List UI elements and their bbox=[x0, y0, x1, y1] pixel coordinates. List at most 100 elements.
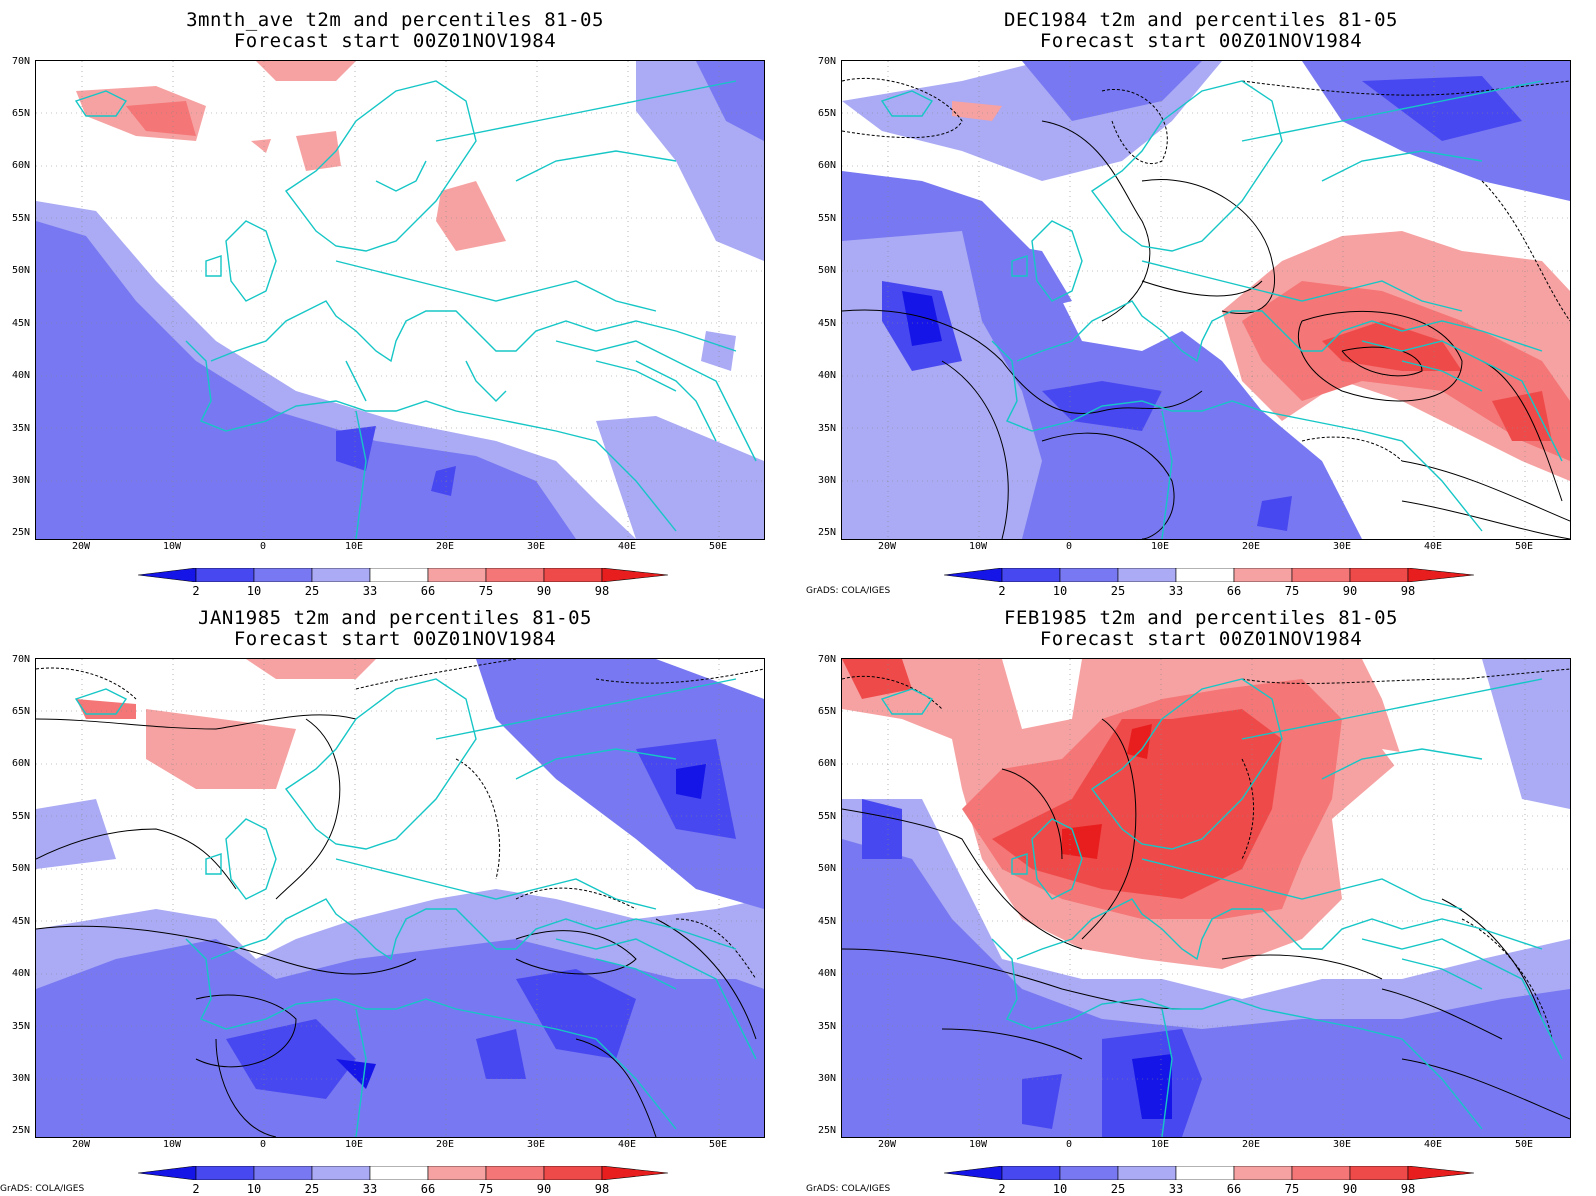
colorbar-label: 90 bbox=[1342, 584, 1358, 598]
lat-label: 25N bbox=[11, 1125, 30, 1136]
panel-subtitle: Forecast start 00Z01NOV1984 bbox=[1039, 628, 1363, 650]
colorbar-label: 2 bbox=[192, 1182, 200, 1196]
lat-label: 40N bbox=[11, 370, 30, 381]
lat-label: 60N bbox=[11, 758, 30, 769]
colorbar-label: 66 bbox=[420, 584, 436, 598]
lon-label: 10E bbox=[1150, 541, 1170, 552]
lat-label: 70N bbox=[817, 654, 836, 665]
panel-jan1985: JAN1985 t2m and percentiles 81-05 Foreca… bbox=[0, 598, 790, 1196]
lon-label: 50E bbox=[708, 1139, 728, 1150]
lon-label: 20W bbox=[71, 541, 91, 552]
lon-label: 10W bbox=[162, 541, 182, 552]
lat-label: 25N bbox=[817, 1125, 836, 1136]
lon-label: 20E bbox=[435, 541, 455, 552]
lon-label: 40E bbox=[1423, 541, 1443, 552]
lon-label: 20W bbox=[71, 1139, 91, 1150]
colorbar-label: 98 bbox=[1400, 1182, 1416, 1196]
lon-label: 30E bbox=[1332, 541, 1352, 552]
lat-label: 55N bbox=[11, 213, 30, 224]
lon-label: 0 bbox=[1065, 1139, 1073, 1150]
lat-label: 60N bbox=[817, 758, 836, 769]
colorbar-label: 66 bbox=[420, 1182, 436, 1196]
colorbar-label: 25 bbox=[304, 1182, 320, 1196]
map-area bbox=[841, 60, 1571, 540]
lon-label: 10E bbox=[344, 541, 364, 552]
colorbar-label: 75 bbox=[1284, 1182, 1300, 1196]
colorbar-label: 2 bbox=[998, 1182, 1006, 1196]
colorbar bbox=[138, 568, 668, 582]
lat-label: 25N bbox=[11, 527, 30, 538]
lat-label: 65N bbox=[11, 108, 30, 119]
lon-label: 30E bbox=[1332, 1139, 1352, 1150]
colorbar-label: 25 bbox=[304, 584, 320, 598]
lat-label: 70N bbox=[817, 56, 836, 67]
lon-label: 20E bbox=[1241, 541, 1261, 552]
lon-label: 10W bbox=[162, 1139, 182, 1150]
lon-label: 10E bbox=[1150, 1139, 1170, 1150]
colorbar-label: 66 bbox=[1226, 584, 1242, 598]
lat-label: 30N bbox=[11, 475, 30, 486]
panel-title: 3mnth_ave t2m and percentiles 81-05 bbox=[186, 9, 604, 31]
lat-label: 40N bbox=[817, 968, 836, 979]
panel-3mnth-ave: 3mnth_ave t2m and percentiles 81-05 Fore… bbox=[0, 0, 790, 598]
colorbar-label: 2 bbox=[998, 584, 1006, 598]
colorbar-label: 75 bbox=[1284, 584, 1300, 598]
colorbar-label: 98 bbox=[594, 584, 610, 598]
lat-label: 50N bbox=[11, 265, 30, 276]
lat-label: 65N bbox=[11, 706, 30, 717]
lon-label: 40E bbox=[617, 1139, 637, 1150]
colorbar-label: 2 bbox=[192, 584, 200, 598]
panel-title: JAN1985 t2m and percentiles 81-05 bbox=[198, 607, 592, 629]
colorbar-label: 33 bbox=[1168, 584, 1184, 598]
lat-label: 30N bbox=[817, 475, 836, 486]
lon-label: 50E bbox=[708, 541, 728, 552]
lat-label: 45N bbox=[11, 318, 30, 329]
lat-label: 70N bbox=[11, 654, 30, 665]
lat-label: 70N bbox=[11, 56, 30, 67]
colorbar-label: 10 bbox=[1052, 1182, 1068, 1196]
panel-title: FEB1985 t2m and percentiles 81-05 bbox=[1004, 607, 1398, 629]
panel-subtitle: Forecast start 00Z01NOV1984 bbox=[233, 628, 557, 650]
lon-label: 0 bbox=[259, 1139, 267, 1150]
lat-label: 45N bbox=[817, 916, 836, 927]
grads-credit: GrADS: COLA/IGES bbox=[0, 1184, 85, 1194]
lon-label: 0 bbox=[259, 541, 267, 552]
colorbar-label: 66 bbox=[1226, 1182, 1242, 1196]
lon-label: 10E bbox=[344, 1139, 364, 1150]
map-area bbox=[841, 658, 1571, 1138]
lat-label: 50N bbox=[817, 265, 836, 276]
lat-label: 55N bbox=[11, 811, 30, 822]
colorbar-label: 25 bbox=[1110, 584, 1126, 598]
map-area bbox=[35, 658, 765, 1138]
lon-label: 20E bbox=[1241, 1139, 1261, 1150]
colorbar-label: 75 bbox=[478, 1182, 494, 1196]
lat-label: 65N bbox=[817, 706, 836, 717]
lat-label: 35N bbox=[11, 423, 30, 434]
lat-label: 35N bbox=[817, 423, 836, 434]
panel-subtitle: Forecast start 00Z01NOV1984 bbox=[1039, 30, 1363, 52]
lat-label: 45N bbox=[11, 916, 30, 927]
lat-label: 45N bbox=[817, 318, 836, 329]
colorbar-label: 90 bbox=[536, 584, 552, 598]
lon-label: 30E bbox=[526, 541, 546, 552]
colorbar-label: 33 bbox=[362, 584, 378, 598]
colorbar bbox=[944, 1166, 1474, 1180]
lat-label: 50N bbox=[11, 863, 30, 874]
colorbar-label: 25 bbox=[1110, 1182, 1126, 1196]
colorbar bbox=[138, 1166, 668, 1180]
colorbar-label: 33 bbox=[1168, 1182, 1184, 1196]
lon-label: 20E bbox=[435, 1139, 455, 1150]
colorbar-label: 10 bbox=[1052, 584, 1068, 598]
lat-label: 60N bbox=[817, 160, 836, 171]
lat-label: 35N bbox=[11, 1021, 30, 1032]
lat-label: 30N bbox=[817, 1073, 836, 1084]
lat-label: 40N bbox=[817, 370, 836, 381]
lon-label: 20W bbox=[877, 1139, 897, 1150]
lon-label: 50E bbox=[1514, 1139, 1534, 1150]
lon-label: 10W bbox=[968, 541, 988, 552]
lat-label: 50N bbox=[817, 863, 836, 874]
colorbar-label: 90 bbox=[536, 1182, 552, 1196]
colorbar bbox=[944, 568, 1474, 582]
map-area bbox=[35, 60, 765, 540]
colorbar-label: 90 bbox=[1342, 1182, 1358, 1196]
